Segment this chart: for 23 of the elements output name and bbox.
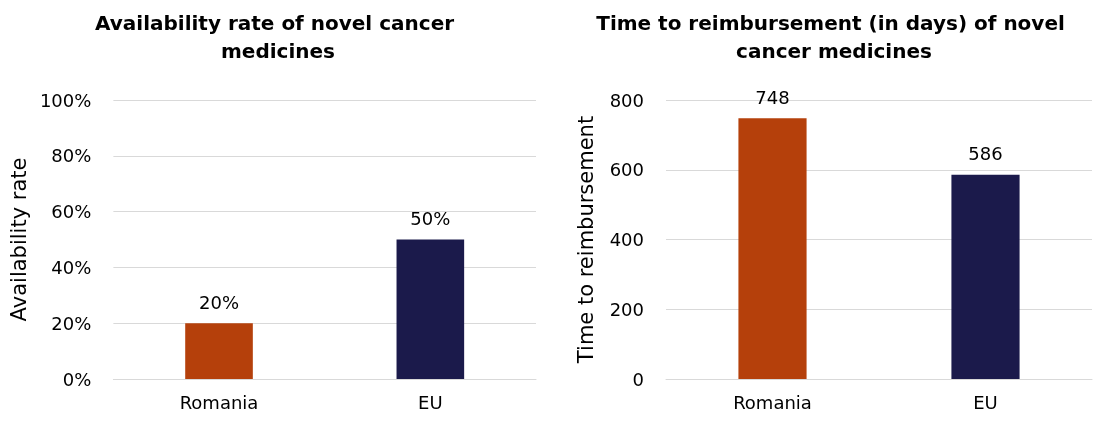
data-label: 50%: [410, 208, 451, 229]
y-tick-label: 400: [609, 229, 644, 250]
chart-title: Availability rate of novel cancer medicines: [94, 11, 462, 63]
y-tick-label: 40%: [51, 256, 92, 278]
y-tick-label: 100%: [39, 89, 92, 111]
y-tick-label: 200: [609, 298, 644, 320]
data-label: 748: [755, 86, 790, 108]
y-tick-label: 80%: [51, 145, 92, 167]
x-tick-label: EU: [973, 391, 998, 413]
y-tick-label: 600: [609, 159, 644, 181]
chart-title: Time to reimbursement (in days) of novel cancer medicines: [596, 11, 1072, 63]
data-label: 20%: [199, 291, 240, 313]
y-tick-label: 800: [609, 89, 644, 111]
x-tick-label: Romania: [733, 391, 812, 413]
y-tick-label: 20%: [51, 312, 92, 334]
y-axis-title: Availability rate: [6, 157, 31, 322]
x-tick-label: EU: [418, 391, 443, 413]
y-tick-label: 60%: [51, 201, 92, 223]
data-label: 586: [968, 143, 1003, 165]
y-axis-title: Time to reimbursement: [573, 115, 598, 365]
y-tick-label: 0: [632, 368, 644, 390]
x-tick-label: Romania: [179, 391, 259, 413]
y-tick-label: 0%: [62, 368, 92, 390]
